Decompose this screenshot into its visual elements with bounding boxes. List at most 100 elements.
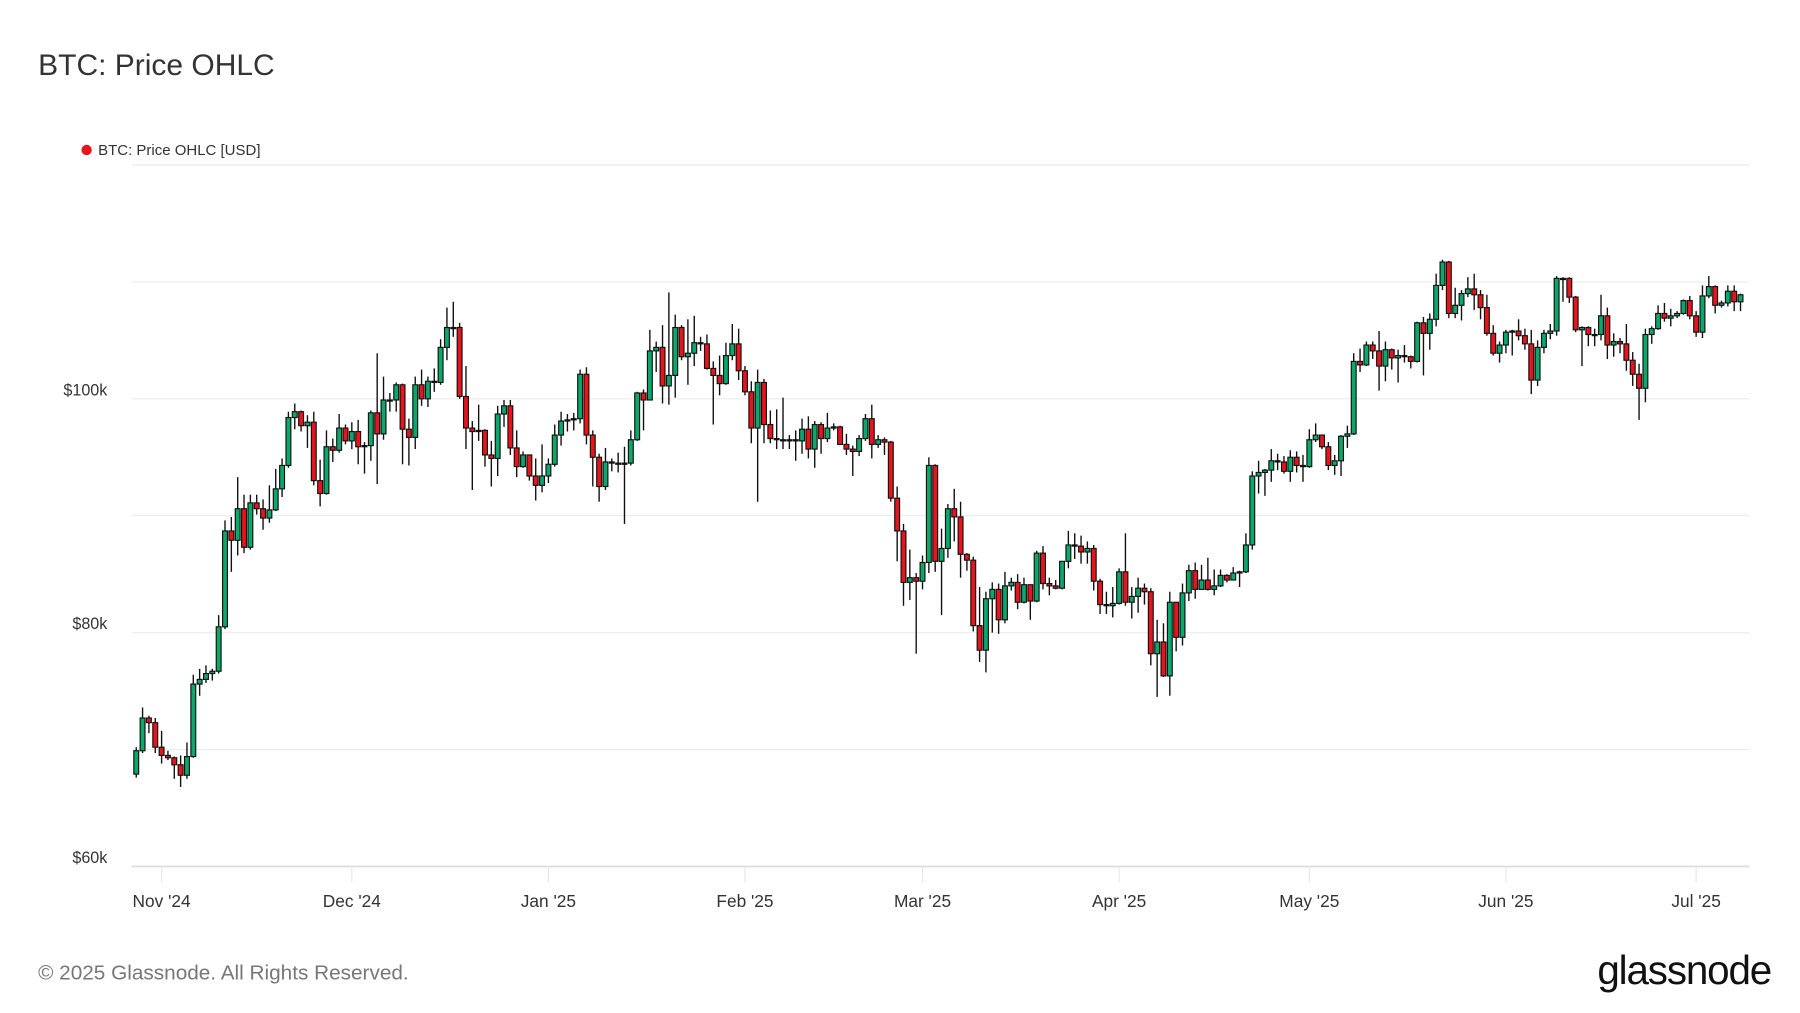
candle[interactable] <box>894 486 901 562</box>
candle[interactable] <box>1528 329 1535 395</box>
candle[interactable] <box>1001 571 1008 624</box>
candle[interactable] <box>672 314 679 398</box>
candle[interactable] <box>1027 584 1034 620</box>
candle[interactable] <box>1052 580 1059 590</box>
candle[interactable] <box>805 416 812 459</box>
candle[interactable] <box>1046 577 1053 596</box>
candle[interactable] <box>1230 567 1237 581</box>
candle[interactable] <box>164 750 171 761</box>
candle[interactable] <box>995 583 1002 634</box>
candle[interactable] <box>393 382 400 412</box>
candle[interactable] <box>247 494 254 550</box>
candle[interactable] <box>202 665 209 683</box>
candle[interactable] <box>1173 601 1180 652</box>
candle[interactable] <box>596 453 603 502</box>
candle[interactable] <box>691 315 698 367</box>
candle[interactable] <box>760 378 767 444</box>
candle[interactable] <box>1204 557 1211 591</box>
candle[interactable] <box>342 424 349 445</box>
candle[interactable] <box>1610 333 1617 357</box>
candle[interactable] <box>729 323 736 361</box>
candle[interactable] <box>919 555 926 590</box>
candle[interactable] <box>279 458 286 498</box>
candle[interactable] <box>1737 293 1744 312</box>
candle[interactable] <box>1020 577 1027 604</box>
candle[interactable] <box>241 494 248 554</box>
candle[interactable] <box>703 334 710 370</box>
candle[interactable] <box>1464 277 1471 298</box>
candle[interactable] <box>1699 285 1706 339</box>
candle[interactable] <box>1160 623 1167 678</box>
candle[interactable] <box>646 329 653 401</box>
candle[interactable] <box>1452 287 1459 319</box>
candle[interactable] <box>1090 544 1097 591</box>
candle[interactable] <box>361 442 368 474</box>
candle[interactable] <box>418 369 425 406</box>
candle[interactable] <box>152 717 159 754</box>
candle[interactable] <box>621 446 628 524</box>
candle[interactable] <box>811 421 818 468</box>
candle[interactable] <box>697 336 704 351</box>
candle[interactable] <box>577 369 584 424</box>
candle[interactable] <box>849 445 856 476</box>
candle[interactable] <box>830 423 837 431</box>
candle[interactable] <box>133 747 140 778</box>
candle[interactable] <box>1236 570 1243 588</box>
candle[interactable] <box>1293 451 1300 473</box>
candle[interactable] <box>501 399 508 427</box>
candle[interactable] <box>431 368 438 392</box>
candle[interactable] <box>139 707 146 754</box>
candle[interactable] <box>970 556 977 632</box>
candle[interactable] <box>1731 285 1738 312</box>
candle[interactable] <box>171 756 178 779</box>
candle[interactable] <box>1287 450 1294 482</box>
candle[interactable] <box>209 668 216 681</box>
candle[interactable] <box>317 459 324 507</box>
candle[interactable] <box>1128 587 1135 619</box>
candle[interactable] <box>944 504 951 558</box>
candle[interactable] <box>735 328 742 381</box>
candle[interactable] <box>1192 562 1199 599</box>
candle[interactable] <box>424 376 431 407</box>
candle[interactable] <box>291 403 298 430</box>
candle[interactable] <box>780 397 787 450</box>
candle[interactable] <box>741 366 748 396</box>
candle[interactable] <box>1623 323 1630 371</box>
candle[interactable] <box>583 367 590 445</box>
candle[interactable] <box>412 376 419 450</box>
candle[interactable] <box>900 523 907 606</box>
candle[interactable] <box>1185 564 1192 602</box>
candle[interactable] <box>196 668 203 696</box>
candle[interactable] <box>1718 300 1725 308</box>
candle[interactable] <box>228 516 235 572</box>
candle[interactable] <box>285 411 292 468</box>
candle[interactable] <box>469 421 476 491</box>
candle[interactable] <box>386 392 393 412</box>
candle[interactable] <box>1363 341 1370 367</box>
candle[interactable] <box>1223 574 1230 583</box>
candle[interactable] <box>1534 340 1541 386</box>
candle[interactable] <box>399 383 406 465</box>
candle[interactable] <box>1166 591 1173 696</box>
candle[interactable] <box>767 410 774 444</box>
candle[interactable] <box>456 322 463 399</box>
candle[interactable] <box>1502 329 1509 354</box>
candle[interactable] <box>615 452 622 473</box>
candle[interactable] <box>963 553 970 571</box>
candle[interactable] <box>1255 460 1262 494</box>
candle[interactable] <box>862 414 869 441</box>
candle[interactable] <box>1369 341 1376 360</box>
candle[interactable] <box>1014 574 1021 610</box>
candle[interactable] <box>1350 353 1357 436</box>
candle[interactable] <box>1242 533 1249 574</box>
candle[interactable] <box>906 549 913 600</box>
candle[interactable] <box>1338 435 1345 476</box>
candle[interactable] <box>1655 305 1662 330</box>
candle[interactable] <box>792 430 799 461</box>
candle[interactable] <box>266 485 273 523</box>
candle[interactable] <box>1071 533 1078 559</box>
candle[interactable] <box>526 454 533 481</box>
candle[interactable] <box>462 366 469 450</box>
candle[interactable] <box>494 405 501 476</box>
candle[interactable] <box>608 458 615 472</box>
